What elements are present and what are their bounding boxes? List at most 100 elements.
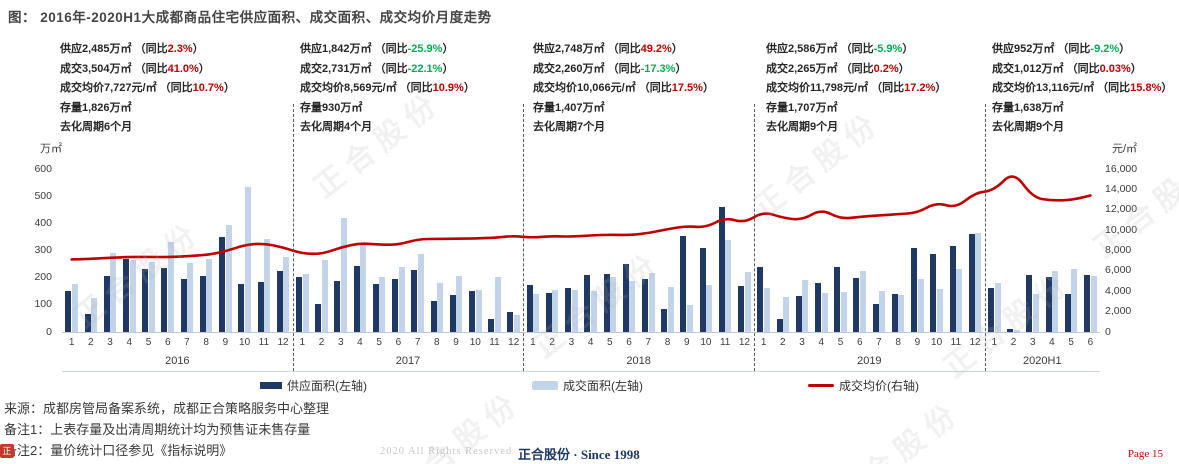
supply-bar [199,276,206,332]
supply-bar [103,275,110,332]
supply-bar [161,268,168,332]
supply-bar [1026,274,1033,332]
month-label: 4 [818,337,825,348]
transaction-bar [110,252,117,332]
year-label-2017: 2017 [395,355,421,367]
month-label: 10 [469,337,481,348]
left-axis-tick: 500 [34,189,52,202]
transaction-bar [879,290,886,332]
supply-bar [315,304,322,332]
month-label: 3 [337,337,344,348]
right-axis-tick: 2,000 [1105,305,1132,318]
annotation-line: 成交均价8,569元/㎡ （同比10.9%） [300,82,475,94]
supply-bar [372,284,379,332]
year-separator [292,104,294,371]
transaction-bar [148,261,155,332]
month-label: 1 [991,337,998,348]
annotation-line: 存量1,826万㎡ [60,101,132,114]
transaction-bar [302,274,309,332]
transaction-bar [340,218,347,332]
month-label: 7 [184,337,190,348]
month-label: 4 [357,337,363,348]
transaction-bar [686,304,693,332]
transaction-bar [1013,329,1020,332]
page-title: 图： 2016年-2020H1大成都商品住宅供应面积、成交面积、成交均价月度走势 [8,10,492,25]
transaction-bar [802,280,809,332]
month-label: 3 [107,337,113,348]
annotation-line: 存量1,638万㎡ [992,101,1064,114]
supply-bar [911,247,918,332]
left-axis-tick: 200 [34,271,52,284]
transaction-bar [917,279,924,332]
month-label: 5 [837,337,844,348]
annotation-line: 去化周期6个月 [60,121,133,133]
annotation-block-2019: 供应2,586万㎡ （同比-5.9%） 成交2,265万㎡ （同比0.2%） 成交均… [766,40,946,138]
supply-bar [699,248,706,332]
annotation-line: 供应2,586万㎡ （同比-5.9%） [766,43,914,55]
transaction-bar [513,314,520,332]
month-label: 3 [799,337,805,348]
supply-bar [872,304,879,332]
supply-bar [257,282,264,332]
month-label: 12 [969,337,981,348]
supply-bar [526,284,533,332]
annotation-block-2016: 供应2,485万㎡ （同比2.3%） 成交3,504万㎡ （同比41.0%） 成交均… [60,40,235,138]
price-line [70,175,1092,261]
transaction-bar [840,291,847,332]
transaction-bar [494,277,501,332]
transaction-bar [648,272,655,332]
transaction-bar [91,297,98,332]
right-axis-title: 元/㎡ [1112,143,1138,155]
supply-bar [584,274,591,332]
annotation-line: 成交2,265万㎡ （同比0.2%） [766,62,910,75]
supply-bar [1007,329,1014,332]
transaction-bar [571,289,578,332]
legend-label: 成交均价(右轴) [839,379,919,393]
month-label: 9 [453,337,459,348]
supply-bar [123,259,130,332]
annotation-line: 供应2,485万㎡ （同比2.3%） [60,43,204,55]
transaction-bar [898,295,905,332]
supply-bar [853,277,860,332]
transaction-bar [475,289,482,332]
transaction-bar [417,254,424,332]
month-label: 6 [395,337,402,348]
supply-bar [488,318,495,332]
brand-watermark: 正合股份 [828,394,969,464]
brand-footer: 正合股份 · Since 1998 [518,447,640,462]
year-label-2018: 2018 [626,355,651,367]
transaction-bar [783,296,790,332]
right-axis-tick: 12,000 [1105,203,1138,216]
supply-bar [84,314,91,332]
year-separator [984,104,986,371]
transaction-bar [590,291,597,332]
month-label: 8 [895,337,901,348]
left-axis-tick: 300 [34,244,52,256]
supply-bar [1045,277,1052,332]
month-label: 2 [88,337,94,348]
month-label: 6 [1087,337,1094,348]
annotation-block-2017: 供应1,842万㎡ （同比-25.9%） 成交2,731万㎡ （同比-22.1%）… [300,40,475,138]
month-label: 9 [683,337,690,348]
year-separator [523,104,525,371]
supply-bar [545,293,552,332]
page-number: Page 15 [1127,448,1163,460]
supply-bar [219,236,226,332]
transaction-bar [821,293,828,332]
transaction-bar [360,245,367,332]
month-label: 12 [277,337,289,348]
footer-note1: 备注1：上表存量及出清周期统计均为预售证未售存量 [4,422,311,437]
supply-bar [718,207,725,332]
supply-bar [296,277,303,332]
month-label: 9 [914,337,921,348]
transaction-bar [1052,271,1059,332]
supply-bar [891,293,898,332]
supply-bar [411,270,418,332]
month-label: 11 [258,337,270,348]
supply-bar [276,271,283,332]
month-label: 6 [164,337,171,348]
transaction-bar [763,288,770,332]
month-label: 2 [780,337,786,348]
transaction-bar [975,232,982,332]
supply-bar [353,265,360,332]
